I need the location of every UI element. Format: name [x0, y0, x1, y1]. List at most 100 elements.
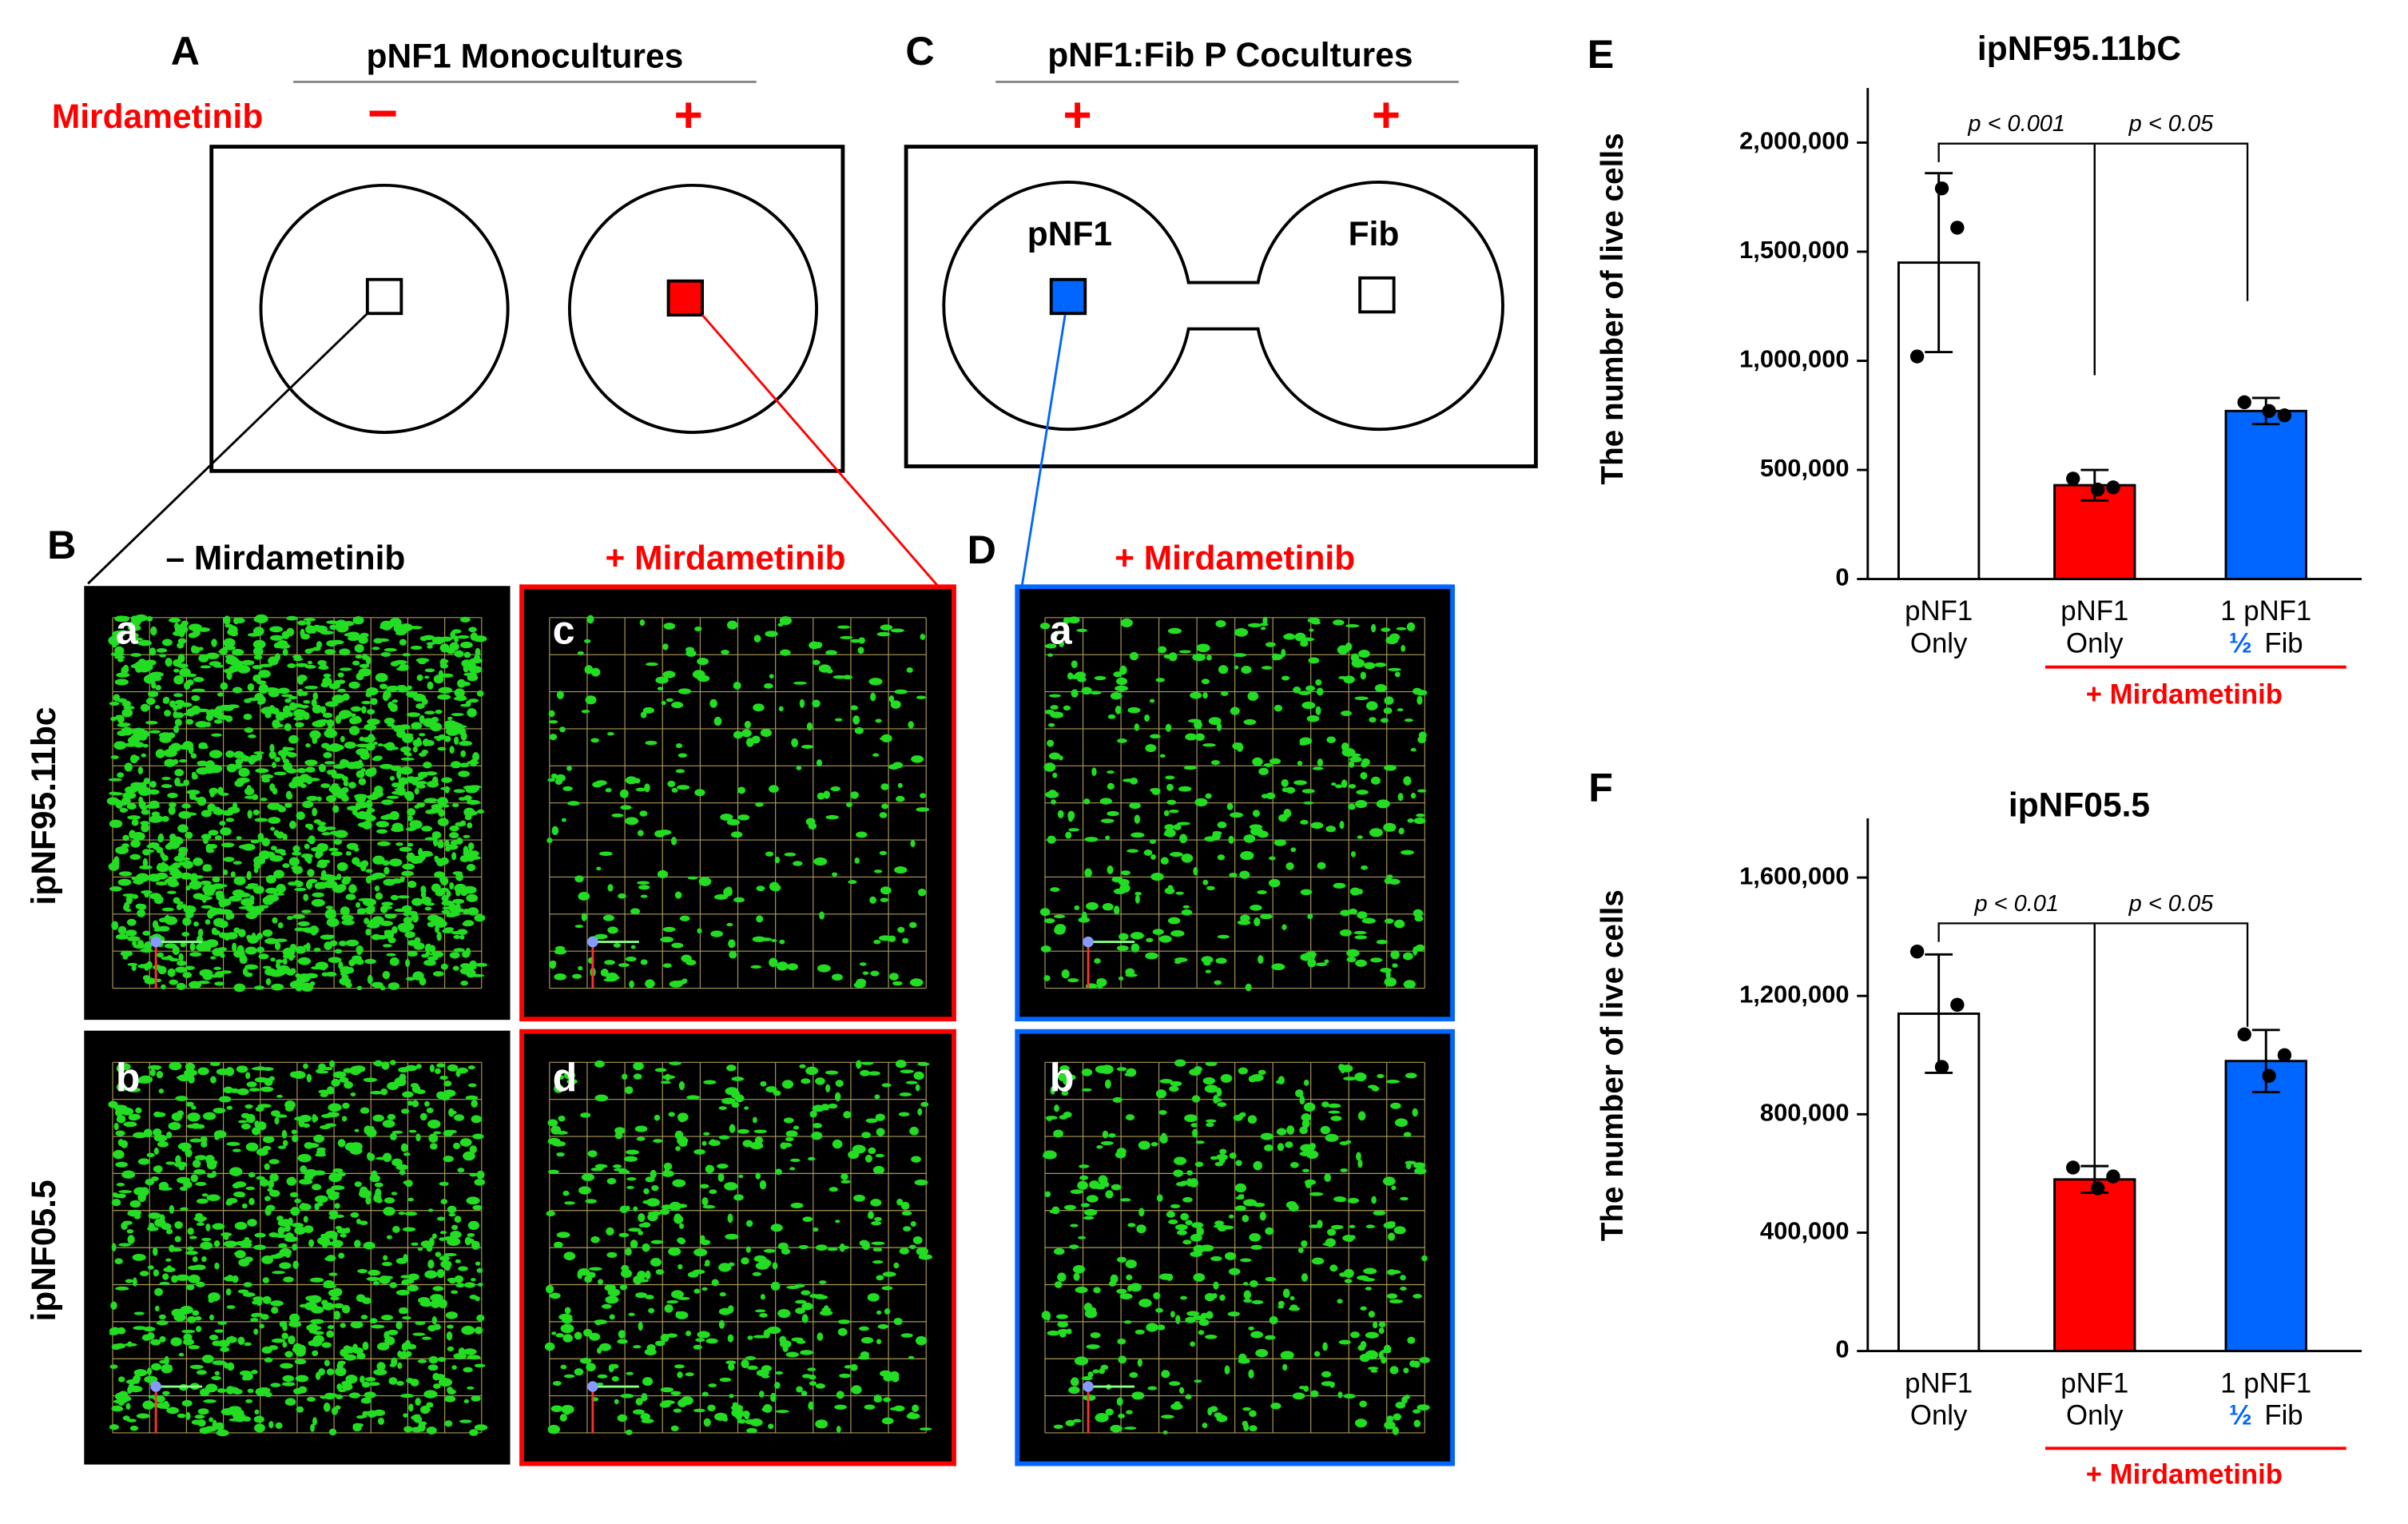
cell: [321, 963, 327, 971]
cell: [1252, 810, 1260, 818]
cell: [663, 623, 676, 630]
cell: [229, 1167, 243, 1176]
cell: [340, 1323, 347, 1328]
cell: [1269, 1315, 1278, 1325]
x-tick-label-part: Only: [2066, 1401, 2124, 1431]
cell: [296, 768, 307, 774]
cell: [746, 1220, 753, 1228]
cell: [595, 1319, 602, 1326]
cell: [909, 921, 917, 929]
cell: [236, 1065, 248, 1073]
cell: [1227, 1311, 1240, 1317]
cell: [279, 1262, 292, 1269]
cell: [1372, 1321, 1378, 1329]
cell: [562, 1334, 573, 1343]
cell: [350, 1142, 362, 1148]
cell: [1390, 950, 1400, 960]
data-point: [2090, 1181, 2105, 1196]
cell: [186, 790, 201, 795]
cell: [117, 722, 130, 727]
cell: [174, 783, 185, 787]
cell: [206, 849, 215, 854]
cell: [127, 815, 141, 820]
cell: [854, 857, 860, 864]
cell: [752, 1271, 762, 1276]
cell: [354, 1181, 362, 1188]
cell: [162, 1400, 169, 1410]
cell: [109, 701, 120, 706]
cell: [126, 918, 137, 926]
cell: [350, 1321, 364, 1329]
cell: [118, 1084, 128, 1092]
cell: [451, 761, 462, 769]
cell: [199, 1388, 210, 1397]
cell: [288, 1217, 293, 1226]
cell: [224, 1362, 228, 1369]
cell: [421, 750, 429, 754]
cell: [1388, 667, 1401, 671]
cell: [1047, 653, 1053, 657]
cell: [662, 926, 676, 933]
cell: [1086, 901, 1099, 910]
cell: [270, 1383, 281, 1387]
cell: [579, 1358, 592, 1364]
cell: [366, 1276, 380, 1281]
cell: [1102, 1130, 1109, 1139]
cell: [638, 1213, 646, 1223]
cell: [840, 635, 853, 639]
cell: [214, 1371, 221, 1376]
cell: [196, 1370, 207, 1375]
cell: [1057, 810, 1064, 818]
cell: [202, 1112, 217, 1120]
cell: [383, 1255, 388, 1261]
cell: [197, 1282, 205, 1287]
cell: [252, 1127, 261, 1136]
cell: [1258, 955, 1264, 965]
chart-title: ipNF95.11bC: [1977, 30, 2181, 68]
cell: [563, 1374, 575, 1379]
cell: [247, 1388, 254, 1394]
cell: [1216, 1415, 1228, 1423]
cell: [625, 1429, 633, 1435]
cell: [1174, 957, 1188, 962]
cell: [598, 1279, 604, 1285]
cell: [1265, 1227, 1274, 1236]
cell: [113, 630, 125, 638]
cell: [1147, 1386, 1158, 1391]
cell: [452, 898, 465, 905]
cell: [560, 1323, 574, 1334]
cell: [445, 1311, 458, 1319]
cell: [272, 762, 276, 769]
cell: [321, 972, 329, 977]
cell: [284, 1351, 293, 1358]
cell: [458, 797, 467, 801]
cell: [1107, 770, 1115, 774]
cell: [188, 632, 198, 639]
cell: [713, 716, 722, 726]
cell: [469, 1429, 479, 1436]
cell: [650, 1258, 662, 1267]
cell: [747, 1335, 753, 1340]
cell: [871, 1241, 885, 1245]
cell: [115, 933, 129, 940]
cell: [140, 948, 153, 953]
cell: [167, 841, 181, 850]
cell: [445, 722, 455, 731]
cell: [1054, 914, 1066, 918]
cell: [132, 894, 139, 899]
cell: [864, 1154, 872, 1163]
cell: [188, 1344, 200, 1350]
cell: [467, 1065, 475, 1070]
cell: [1400, 1275, 1406, 1281]
cell: [1042, 1154, 1056, 1158]
cell: [881, 803, 888, 810]
cell: [356, 946, 363, 956]
cell: [1309, 1192, 1324, 1196]
cell: [380, 1088, 388, 1096]
cell: [313, 1170, 326, 1176]
cell: [399, 639, 407, 646]
cell: [868, 1147, 876, 1155]
cell: [1403, 776, 1412, 786]
cell: [260, 1086, 274, 1092]
cell: [295, 881, 304, 888]
